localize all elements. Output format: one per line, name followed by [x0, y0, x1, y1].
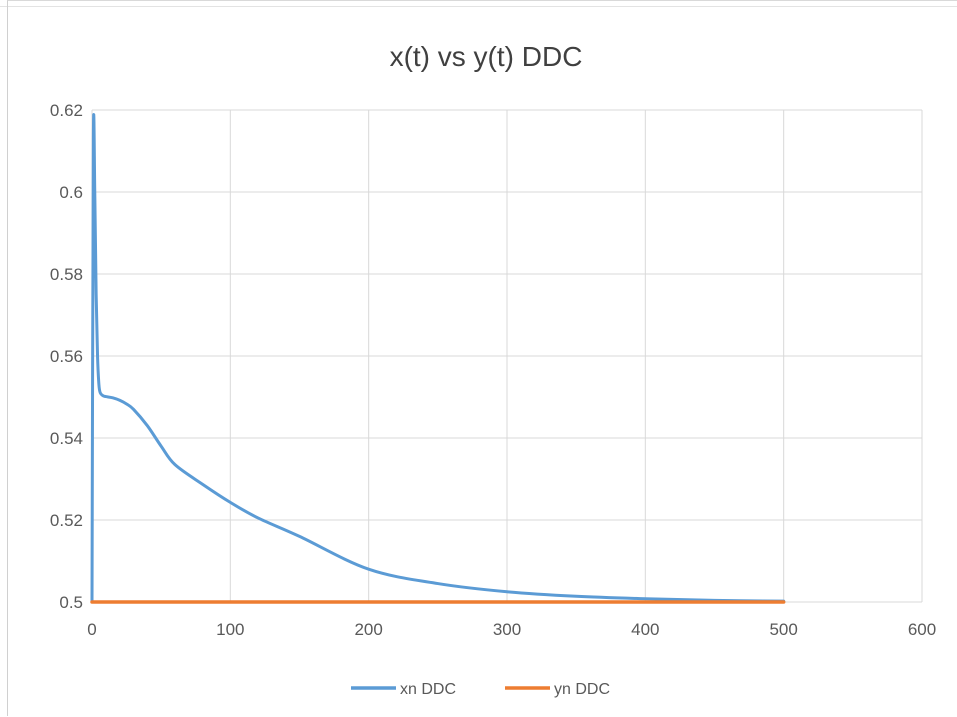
- x-tick-label: 500: [769, 620, 797, 639]
- x-tick-label: 600: [908, 620, 936, 639]
- x-tick-label: 400: [631, 620, 659, 639]
- y-tick-label: 0.52: [50, 511, 83, 530]
- series-layer: [90, 113, 786, 604]
- legend: xn DDC yn DDC: [351, 681, 610, 698]
- chart-area: 0.5 0.52 0.54 0.56 0.58 0.6 0.62 0 100 200 300 400 5…: [7, 0, 957, 716]
- y-tick-label: 0.5: [59, 593, 83, 612]
- chart-svg: 0.5 0.52 0.54 0.56 0.58 0.6 0.62 0 100 200 300 400 5…: [50, 41, 936, 698]
- x-tick-label: 100: [216, 620, 244, 639]
- x-tick-label: 0: [87, 620, 96, 639]
- x-tick-label: 200: [354, 620, 382, 639]
- grid-layer: [91, 109, 923, 603]
- chart-title: x(t) vs y(t) DDC: [390, 41, 583, 72]
- y-tick-label: 0.56: [50, 347, 83, 366]
- y-tick-label: 0.54: [50, 429, 83, 448]
- legend-label: yn DDC: [554, 681, 610, 698]
- y-tick-label: 0.58: [50, 265, 83, 284]
- y-tick-label: 0.6: [59, 183, 83, 202]
- top-edge-line: [0, 6, 957, 7]
- y-tick-label: 0.62: [50, 101, 83, 120]
- legend-label: xn DDC: [400, 681, 456, 698]
- x-tick-label: 300: [493, 620, 521, 639]
- ticks-layer: 0.5 0.52 0.54 0.56 0.58 0.6 0.62 0 100 200 300 400 5…: [50, 101, 936, 639]
- series-line-xn-ddc: [90, 113, 786, 604]
